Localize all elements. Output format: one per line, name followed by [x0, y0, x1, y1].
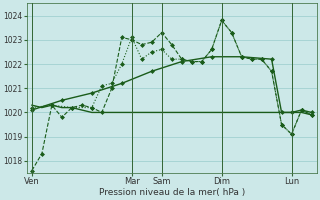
X-axis label: Pression niveau de la mer( hPa ): Pression niveau de la mer( hPa ) [99, 188, 245, 197]
